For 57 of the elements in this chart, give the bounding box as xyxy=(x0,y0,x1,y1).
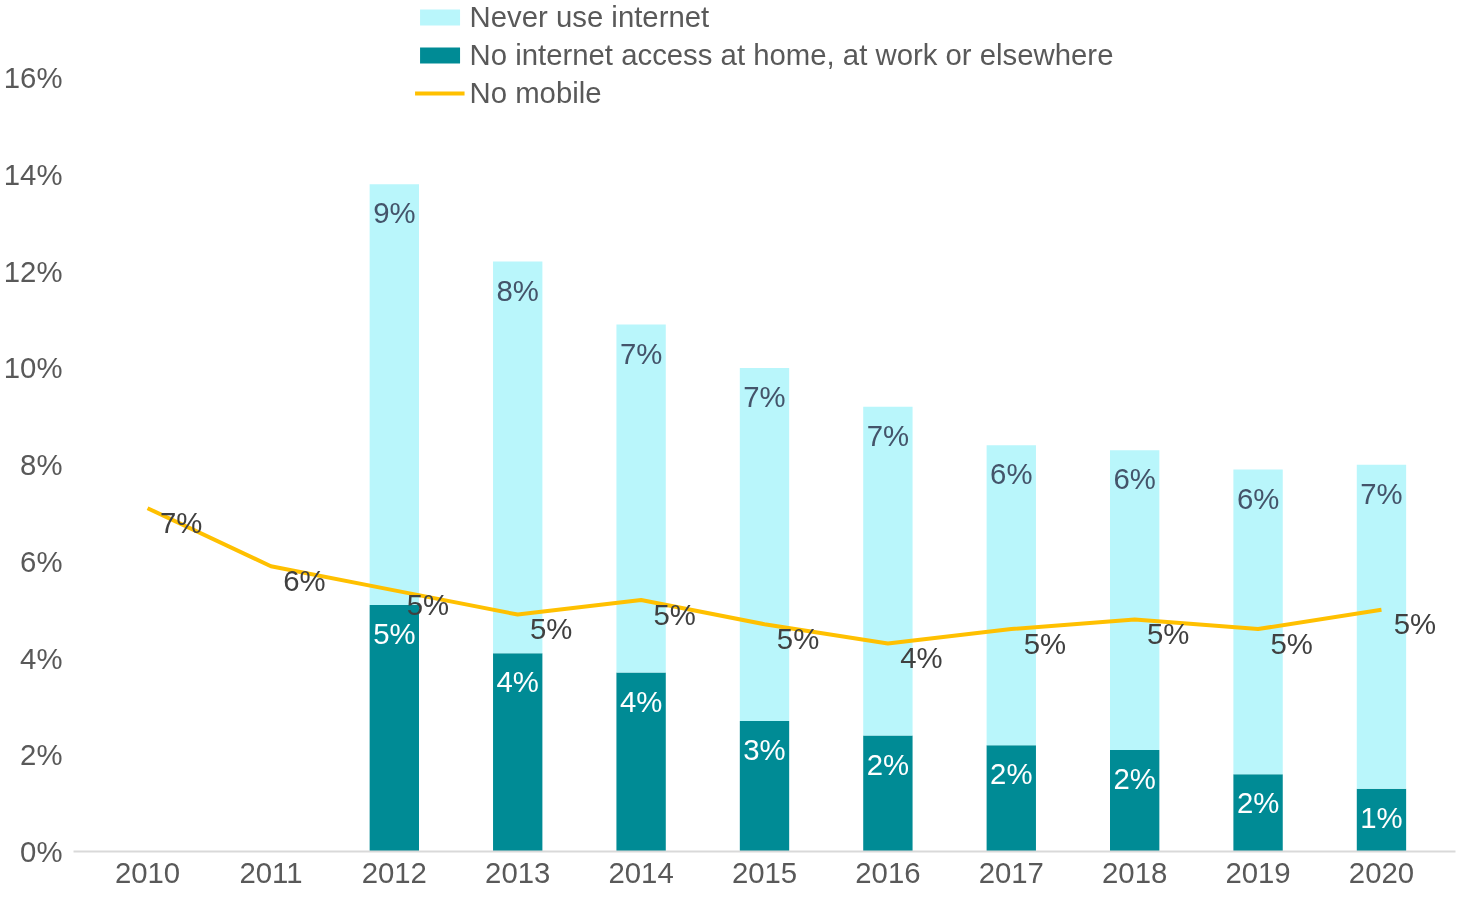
data-label: 5% xyxy=(1393,607,1437,641)
x-tick-label: 2013 xyxy=(485,855,551,889)
x-tick-label: 2010 xyxy=(114,855,181,889)
data-label: 5% xyxy=(653,597,696,631)
data-label: 1% xyxy=(1360,800,1403,834)
data-label: 6% xyxy=(1113,462,1156,496)
data-label: 4% xyxy=(619,684,663,718)
data-label: 2% xyxy=(866,747,910,781)
x-tick-label: 2014 xyxy=(608,855,674,889)
y-tick-label: 6% xyxy=(20,544,63,578)
data-label: 5% xyxy=(373,616,416,650)
y-tick-label: 8% xyxy=(20,448,63,482)
y-tick-label: 0% xyxy=(20,835,63,868)
data-label: 5% xyxy=(1270,626,1313,660)
bar xyxy=(616,672,666,852)
x-tick-label: 2018 xyxy=(1102,855,1168,889)
data-label: 5% xyxy=(776,621,820,655)
y-tick-label: 14% xyxy=(3,158,63,192)
data-label: 7% xyxy=(743,380,786,414)
y-tick-label: 2% xyxy=(20,738,63,772)
data-label: 5% xyxy=(1023,626,1067,660)
x-tick-label: 2012 xyxy=(361,855,427,889)
legend-label: No internet access at home, at work or elsewhere xyxy=(469,38,1114,72)
data-label: 8% xyxy=(496,273,539,307)
data-label: 6% xyxy=(1236,481,1280,515)
bar xyxy=(986,745,1036,852)
data-label: 5% xyxy=(1147,616,1190,650)
data-label: 7% xyxy=(866,418,910,452)
legend-label: No mobile xyxy=(469,76,602,110)
y-tick-label: 12% xyxy=(3,254,63,288)
bar xyxy=(1233,774,1283,852)
y-tick-label: 16% xyxy=(3,61,63,95)
data-label: 2% xyxy=(1236,786,1280,820)
y-tick-label: 10% xyxy=(3,351,63,385)
bar xyxy=(1110,749,1160,852)
legend-label: Never use internet xyxy=(469,0,710,34)
data-label: 7% xyxy=(1360,476,1403,510)
data-label: 9% xyxy=(373,196,416,230)
bar xyxy=(863,735,913,852)
x-tick-label: 2016 xyxy=(855,855,921,889)
data-label: 7% xyxy=(619,336,663,370)
data-label: 4% xyxy=(900,641,943,675)
data-label: 2% xyxy=(1113,762,1156,796)
x-tick-label: 2019 xyxy=(1225,855,1291,889)
data-label: 6% xyxy=(283,563,326,597)
x-tick-label: 2017 xyxy=(978,855,1044,889)
x-tick-label: 2020 xyxy=(1348,855,1415,889)
x-tick-label: 2011 xyxy=(239,855,303,889)
data-label: 5% xyxy=(530,612,573,646)
bar xyxy=(493,653,543,852)
data-label: 6% xyxy=(990,457,1033,491)
data-label: 2% xyxy=(990,757,1033,791)
bar xyxy=(739,720,790,852)
data-label: 3% xyxy=(743,733,786,767)
data-label: 4% xyxy=(496,665,539,699)
y-tick-label: 4% xyxy=(20,641,63,675)
x-tick-label: 2015 xyxy=(731,855,798,889)
